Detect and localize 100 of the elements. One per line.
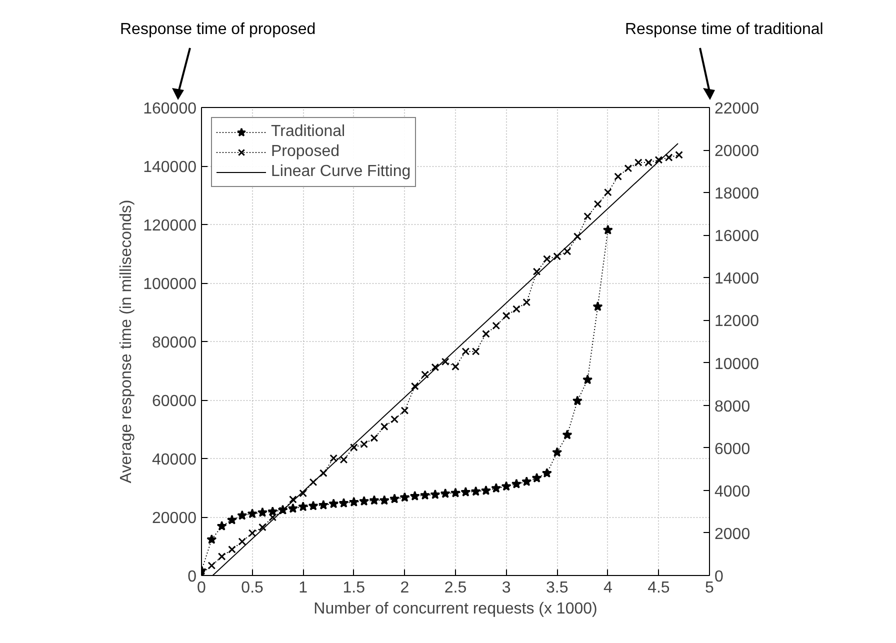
point bbox=[328, 498, 339, 508]
point bbox=[563, 247, 572, 256]
point bbox=[450, 488, 461, 498]
point bbox=[338, 498, 349, 508]
point bbox=[319, 469, 328, 478]
x-tick-label: 3.5 bbox=[546, 580, 568, 596]
x-tick-label: 2.5 bbox=[444, 580, 467, 596]
point bbox=[226, 514, 238, 524]
x-tick-label: 2 bbox=[400, 580, 410, 596]
point bbox=[257, 507, 268, 517]
point bbox=[482, 330, 490, 338]
point bbox=[289, 496, 297, 504]
point bbox=[410, 382, 419, 390]
point bbox=[350, 443, 358, 452]
point bbox=[390, 494, 400, 504]
point bbox=[431, 363, 440, 372]
point bbox=[379, 495, 390, 505]
point bbox=[248, 529, 256, 538]
y-tick-label: 140000 bbox=[143, 159, 197, 176]
point bbox=[390, 415, 398, 424]
point bbox=[604, 188, 612, 196]
y2-tick-label: 8000 bbox=[714, 398, 750, 416]
x-axis-title: Number of concurrent requests (x 1000) bbox=[314, 600, 598, 618]
legend-label: Traditional bbox=[271, 123, 346, 141]
point bbox=[543, 255, 551, 263]
y-axis-title: Average response time (in milliseconds) bbox=[118, 200, 136, 484]
point bbox=[522, 476, 532, 486]
point bbox=[462, 348, 470, 356]
point bbox=[318, 500, 328, 510]
point bbox=[308, 500, 318, 510]
x-tick-label: 4 bbox=[603, 580, 612, 596]
point bbox=[228, 546, 236, 554]
point bbox=[472, 348, 480, 356]
legend-label: Proposed bbox=[271, 143, 340, 161]
point bbox=[441, 358, 450, 366]
x-tick-label: 1 bbox=[298, 580, 308, 596]
y2-tick-label: 18000 bbox=[714, 186, 760, 203]
point bbox=[330, 454, 338, 462]
x-tick-label: 0.5 bbox=[241, 580, 264, 596]
legend-label: Linear Curve Fitting bbox=[271, 163, 411, 181]
y-tick-label: 120000 bbox=[143, 218, 197, 234]
point bbox=[258, 523, 266, 532]
point bbox=[360, 440, 368, 448]
point bbox=[480, 485, 492, 496]
point bbox=[247, 508, 258, 518]
point bbox=[552, 447, 562, 457]
point bbox=[359, 496, 370, 506]
point bbox=[501, 481, 512, 491]
point bbox=[238, 538, 246, 546]
point bbox=[460, 486, 471, 496]
point bbox=[440, 488, 450, 498]
point bbox=[218, 552, 226, 560]
point bbox=[470, 486, 481, 496]
point bbox=[562, 430, 572, 440]
point bbox=[309, 478, 318, 486]
point bbox=[511, 478, 522, 488]
y-tick-label: 160000 bbox=[143, 100, 197, 118]
y2-tick-label: 20000 bbox=[714, 143, 760, 160]
y2-tick-label: 0 bbox=[714, 568, 724, 586]
x-tick-label: 1.5 bbox=[342, 580, 366, 596]
y2-tick-label: 4000 bbox=[714, 483, 750, 500]
point bbox=[420, 490, 430, 500]
y2-tick-label: 2000 bbox=[714, 526, 750, 543]
point bbox=[572, 396, 582, 406]
point bbox=[369, 495, 380, 505]
point bbox=[206, 534, 217, 544]
y2-tick-label: 22000 bbox=[714, 100, 760, 118]
point bbox=[216, 520, 227, 531]
point bbox=[532, 472, 542, 482]
point bbox=[592, 301, 603, 312]
point bbox=[340, 456, 348, 464]
x-tick-label: 4.5 bbox=[648, 580, 670, 596]
x-tick-label: 3 bbox=[502, 580, 511, 596]
y2-tick-label: 6000 bbox=[714, 440, 750, 458]
text: Response time of traditional bbox=[625, 21, 824, 38]
y-tick-label: 40000 bbox=[152, 452, 197, 468]
point bbox=[421, 370, 429, 378]
y2-tick-label: 16000 bbox=[714, 228, 760, 246]
point bbox=[553, 252, 562, 260]
text: Response time of proposed bbox=[120, 21, 316, 38]
point bbox=[584, 212, 592, 220]
point bbox=[664, 154, 673, 162]
point bbox=[624, 164, 632, 172]
point bbox=[502, 312, 510, 320]
point bbox=[430, 489, 440, 500]
point bbox=[573, 232, 582, 240]
point bbox=[208, 562, 216, 570]
point bbox=[288, 503, 298, 513]
point bbox=[594, 200, 602, 208]
y-tick-label: 0 bbox=[188, 568, 197, 586]
point bbox=[370, 434, 378, 442]
point bbox=[522, 298, 531, 306]
point bbox=[675, 150, 683, 159]
y-tick-label: 60000 bbox=[152, 393, 197, 410]
point bbox=[542, 468, 552, 478]
point bbox=[491, 483, 502, 493]
point bbox=[452, 362, 460, 371]
point bbox=[380, 422, 388, 431]
point bbox=[644, 158, 652, 166]
point bbox=[410, 490, 420, 501]
